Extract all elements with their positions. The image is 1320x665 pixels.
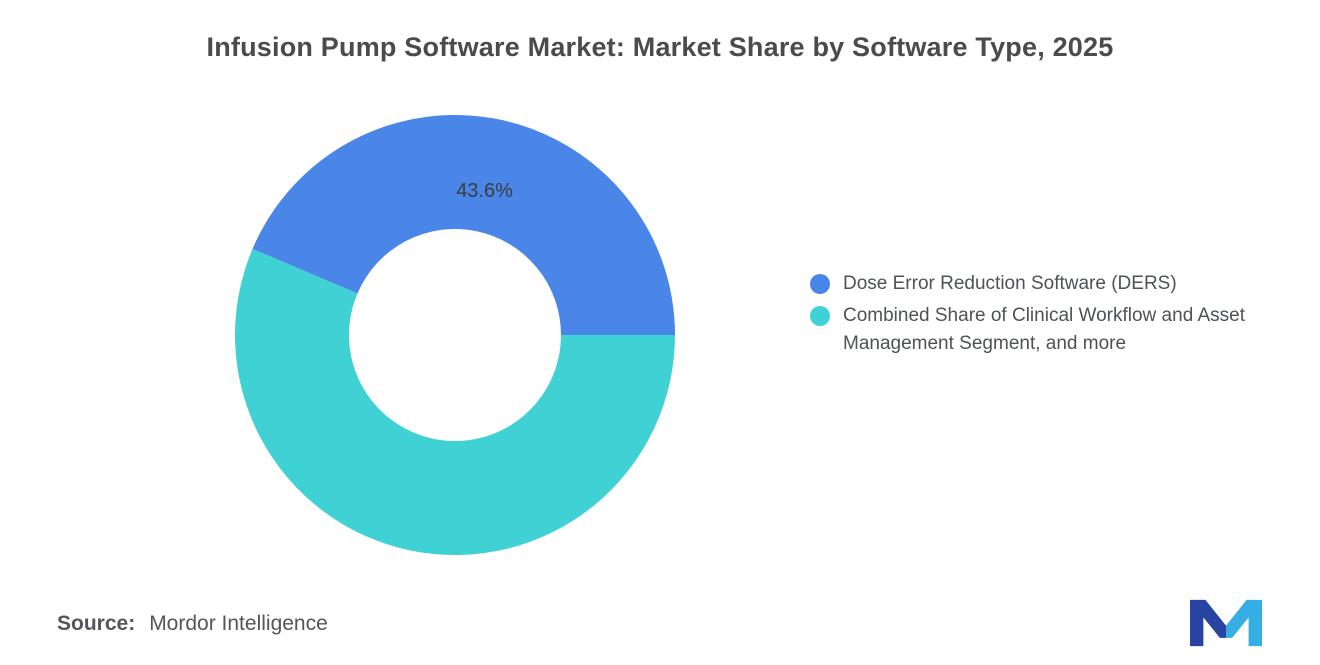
legend-label: Dose Error Reduction Software (DERS)	[843, 273, 1177, 294]
legend-dot-icon	[810, 306, 830, 326]
mordor-logo-svg	[1190, 599, 1262, 647]
source-line: Source: Mordor Intelligence	[57, 612, 328, 636]
donut-svg: 43.6%	[235, 114, 675, 555]
donut-chart: 43.6%	[225, 105, 685, 565]
legend-item: Dose Error Reduction Software (DERS)	[810, 270, 1290, 298]
chart-title: Infusion Pump Software Market: Market Sh…	[206, 32, 1114, 62]
slice-percentage-label: 43.6%	[456, 180, 513, 202]
legend-label: Combined Share of Clinical Workflow and …	[843, 305, 1246, 354]
legend-item: Combined Share of Clinical Workflow and …	[810, 302, 1290, 358]
logo-right-shape	[1226, 599, 1262, 647]
legend: Dose Error Reduction Software (DERS) Comb…	[810, 270, 1290, 358]
mordor-intelligence-logo	[1190, 597, 1262, 649]
legend-dot-icon	[810, 274, 830, 294]
source-label: Source:	[57, 612, 136, 635]
source-value: Mordor Intelligence	[149, 612, 328, 635]
donut-segment	[235, 248, 675, 555]
donut-segment	[252, 114, 675, 335]
logo-left-shape	[1190, 599, 1226, 647]
